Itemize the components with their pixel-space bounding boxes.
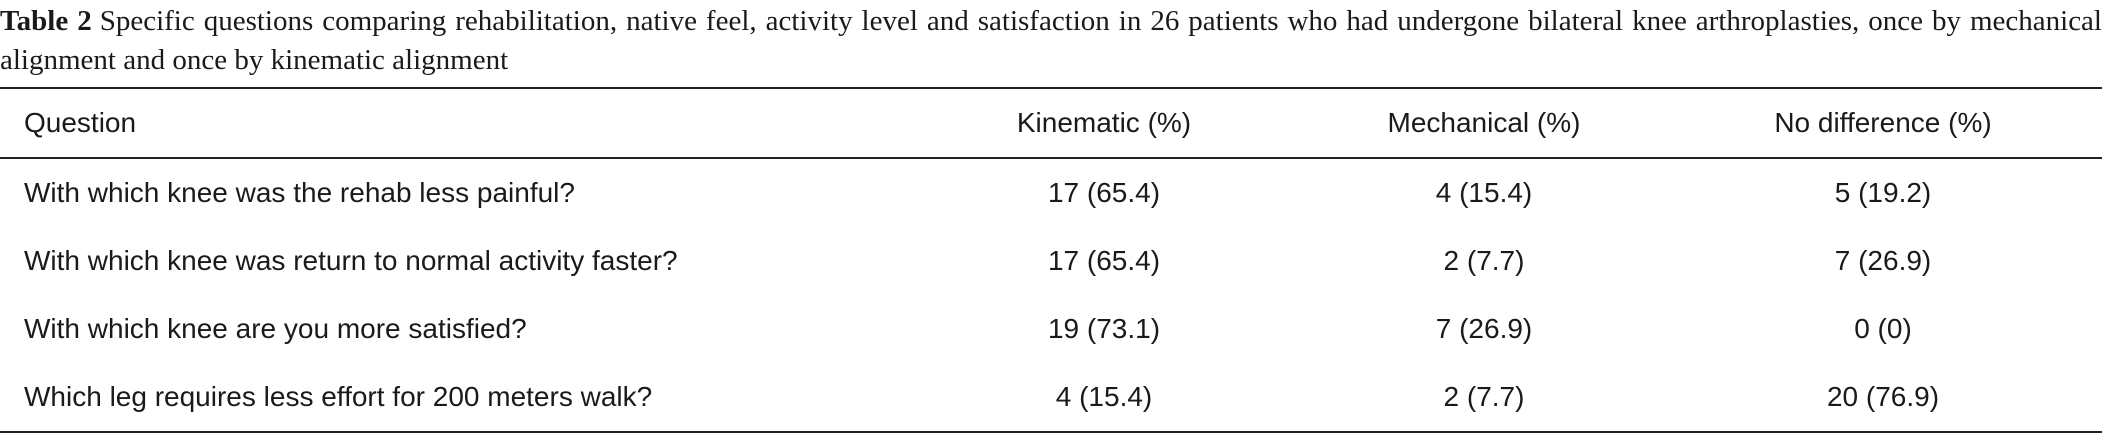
question-cell: Which leg requires less effort for 200 m… — [24, 381, 653, 412]
value-cell: 4 (15.4) — [1055, 381, 1153, 412]
column-header: Question — [24, 107, 137, 138]
column-header: No difference (%) — [1774, 107, 1992, 138]
table-label: Table 2 — [0, 5, 92, 37]
question-cell: With which knee are you more satisfied? — [24, 313, 527, 344]
value-cell: 5 (19.2) — [1834, 177, 1932, 208]
column-header: Kinematic (%) — [1016, 107, 1192, 138]
caption-text: Specific questions comparing rehabilitat… — [0, 5, 2102, 76]
question-cell: With which knee was the rehab less painf… — [24, 177, 575, 208]
value-cell: 2 (7.7) — [1443, 245, 1525, 276]
table-head: Question Kinematic (%) Mechanical (%) No di… — [0, 88, 2102, 158]
column-header: Mechanical (%) — [1387, 107, 1581, 138]
value-cell: 7 (26.9) — [1834, 245, 1932, 276]
table-row: With which knee was the rehab less painf… — [0, 158, 2102, 227]
value-cell: 17 (65.4) — [1047, 177, 1161, 208]
value-cell: 0 (0) — [1854, 313, 1912, 344]
table-row: With which knee are you more satisfied? 1… — [0, 295, 2102, 363]
header-row: Question Kinematic (%) Mechanical (%) No di… — [0, 88, 2102, 158]
value-cell: 2 (7.7) — [1443, 381, 1525, 412]
value-cell: 7 (26.9) — [1435, 313, 1533, 344]
table-row: Which leg requires less effort for 200 m… — [0, 363, 2102, 432]
table-body: With which knee was the rehab less painf… — [0, 158, 2102, 432]
table-row: With which knee was return to normal act… — [0, 227, 2102, 295]
data-table: Question Kinematic (%) Mechanical (%) No di… — [0, 87, 2102, 433]
value-cell: 17 (65.4) — [1047, 245, 1161, 276]
value-cell: 4 (15.4) — [1435, 177, 1533, 208]
question-cell: With which knee was return to normal act… — [24, 245, 678, 276]
value-cell: 20 (76.9) — [1826, 381, 1940, 412]
value-cell: 19 (73.1) — [1047, 313, 1161, 344]
table-caption: Table 2 Specific questions comparing reha… — [0, 0, 2102, 80]
